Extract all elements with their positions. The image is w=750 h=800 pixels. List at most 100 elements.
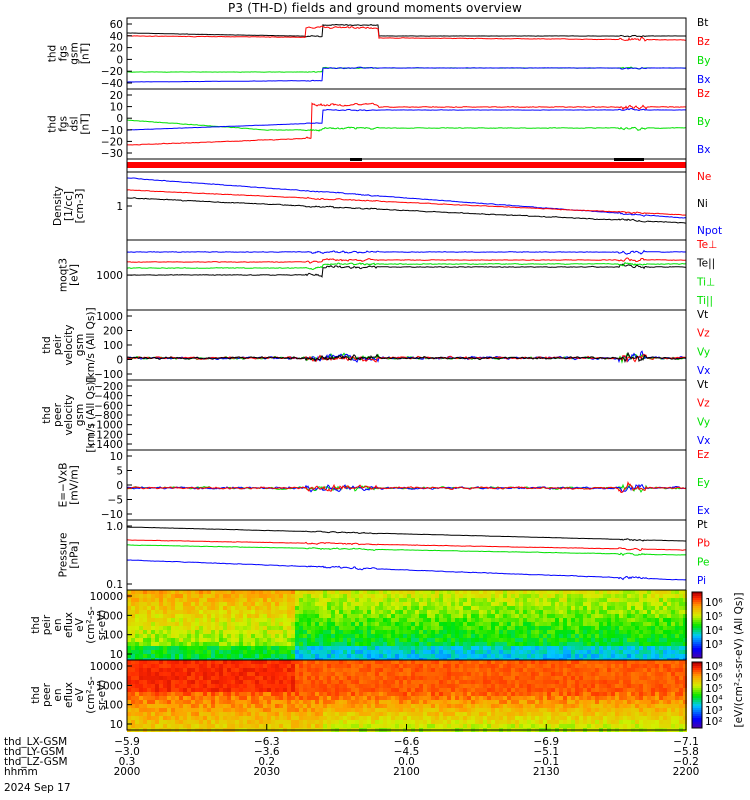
heatmap-cell	[279, 680, 283, 684]
heatmap-cell	[455, 626, 459, 630]
heatmap-cell	[367, 684, 371, 688]
heatmap-cell	[599, 664, 603, 668]
heatmap-cell	[387, 712, 391, 716]
heatmap-cell	[539, 618, 543, 622]
heatmap-cell	[279, 618, 283, 622]
heatmap-cell	[367, 692, 371, 696]
heatmap-cell	[583, 720, 587, 724]
heatmap-cell	[147, 610, 151, 614]
heatmap-cell	[127, 668, 131, 672]
heatmap-cell	[199, 660, 203, 664]
heatmap-cell	[255, 724, 259, 728]
heatmap-cell	[567, 622, 571, 626]
heatmap-cell	[279, 704, 283, 708]
heatmap-cell	[339, 602, 343, 606]
heatmap-cell	[127, 716, 131, 720]
heatmap-cell	[643, 696, 647, 700]
heatmap-cell	[483, 672, 487, 676]
heatmap-cell	[283, 668, 287, 672]
heatmap-cell	[355, 708, 359, 712]
heatmap-cell	[291, 622, 295, 626]
heatmap-cell	[483, 692, 487, 696]
heatmap-cell	[647, 638, 651, 642]
heatmap-cell	[211, 634, 215, 638]
heatmap-cell	[223, 676, 227, 680]
heatmap-cell	[395, 696, 399, 700]
heatmap-cell	[403, 720, 407, 724]
heatmap-cell	[387, 650, 391, 654]
heatmap-cell	[187, 638, 191, 642]
heatmap-cell	[287, 594, 291, 598]
heatmap-cell	[319, 638, 323, 642]
heatmap-cell	[487, 654, 491, 658]
heatmap-cell	[607, 696, 611, 700]
heatmap-cell	[271, 622, 275, 626]
heatmap-cell	[219, 642, 223, 646]
heatmap-cell	[411, 700, 415, 704]
heatmap-cell	[335, 650, 339, 654]
heatmap-cell	[407, 692, 411, 696]
heatmap-cell	[467, 668, 471, 672]
heatmap-cell	[555, 590, 559, 594]
heatmap-cell	[387, 672, 391, 676]
heatmap-cell	[291, 704, 295, 708]
heatmap-cell	[187, 634, 191, 638]
heatmap-cell	[251, 664, 255, 668]
heatmap-cell	[167, 602, 171, 606]
heatmap-cell	[559, 724, 563, 728]
heatmap-cell	[267, 696, 271, 700]
heatmap-cell	[247, 688, 251, 692]
heatmap-cell	[231, 724, 235, 728]
heatmap-cell	[155, 634, 159, 638]
heatmap-cell	[307, 696, 311, 700]
heatmap-cell	[611, 688, 615, 692]
heatmap-cell	[471, 668, 475, 672]
heatmap-cell	[535, 594, 539, 598]
heatmap-cell	[475, 720, 479, 724]
heatmap-cell	[459, 646, 463, 650]
heatmap-cell	[303, 598, 307, 602]
heatmap-cell	[547, 716, 551, 720]
heatmap-cell	[275, 668, 279, 672]
heatmap-cell	[335, 594, 339, 598]
heatmap-cell	[235, 642, 239, 646]
heatmap-cell	[335, 680, 339, 684]
heatmap-cell	[507, 638, 511, 642]
heatmap-cell	[235, 688, 239, 692]
heatmap-cell	[423, 684, 427, 688]
heatmap-cell	[451, 598, 455, 602]
heatmap-cell	[463, 642, 467, 646]
heatmap-cell	[219, 708, 223, 712]
heatmap-cell	[251, 654, 255, 658]
heatmap-cell	[639, 692, 643, 696]
heatmap-cell	[279, 672, 283, 676]
heatmap-cell	[235, 602, 239, 606]
heatmap-cell	[151, 618, 155, 622]
heatmap-cell	[275, 712, 279, 716]
heatmap-cell	[363, 638, 367, 642]
heatmap-cell	[555, 724, 559, 728]
heatmap-cell	[495, 638, 499, 642]
heatmap-cell	[431, 664, 435, 668]
heatmap-cell	[387, 660, 391, 664]
heatmap-cell	[479, 668, 483, 672]
heatmap-cell	[127, 676, 131, 680]
heatmap-cell	[327, 712, 331, 716]
heatmap-cell	[291, 680, 295, 684]
heatmap-cell	[411, 590, 415, 594]
heatmap-cell	[603, 684, 607, 688]
heatmap-cell	[163, 630, 167, 634]
heatmap-cell	[403, 696, 407, 700]
heatmap-cell	[443, 590, 447, 594]
heatmap-cell	[639, 634, 643, 638]
heatmap-cell	[491, 668, 495, 672]
heatmap-cell	[195, 598, 199, 602]
heatmap-cell	[227, 716, 231, 720]
heatmap-cell	[179, 724, 183, 728]
heatmap-cell	[659, 614, 663, 618]
heatmap-cell	[603, 712, 607, 716]
heatmap-cell	[247, 646, 251, 650]
heatmap-cell	[511, 704, 515, 708]
heatmap-cell	[259, 696, 263, 700]
heatmap-cell	[455, 708, 459, 712]
